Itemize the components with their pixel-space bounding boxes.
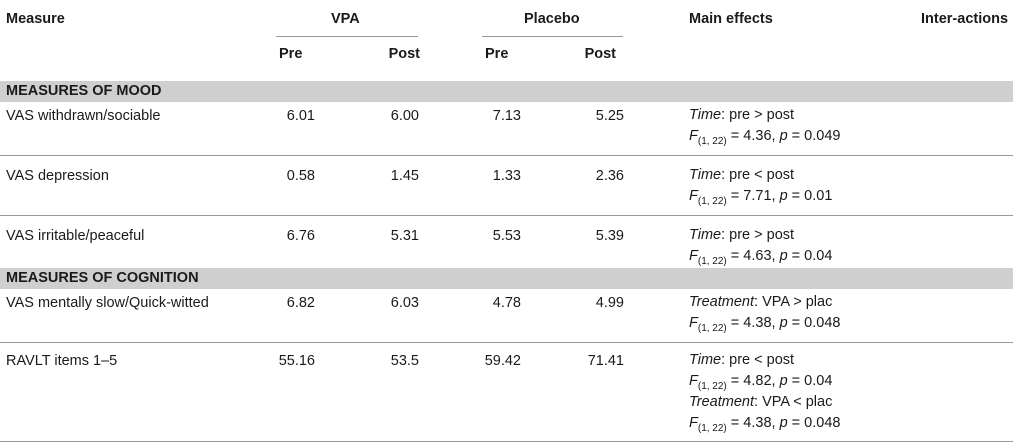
row-measure: RAVLT items 1–5 xyxy=(6,353,118,369)
vpa-pre-value: 6.01 xyxy=(286,108,315,124)
vpa-post-value: 1.45 xyxy=(390,168,419,184)
row-measure: VAS withdrawn/sociable xyxy=(6,108,161,124)
placebo-pre-value: 4.78 xyxy=(492,295,521,311)
row-divider xyxy=(0,215,1013,216)
header-placebo-post: Post xyxy=(584,46,616,62)
vpa-post-value: 53.5 xyxy=(390,353,419,369)
vpa-post-value: 6.03 xyxy=(390,295,419,311)
placebo-pre-value: 7.13 xyxy=(492,108,521,124)
vpa-pre-value: 6.76 xyxy=(286,228,315,244)
row-divider xyxy=(0,342,1013,343)
placebo-pre-value: 1.33 xyxy=(492,168,521,184)
section-title-mood: MEASURES OF MOOD xyxy=(6,83,162,99)
vpa-pre-value: 6.82 xyxy=(286,295,315,311)
placebo-post-value: 71.41 xyxy=(587,353,624,369)
placebo-underline xyxy=(482,36,623,37)
header-vpa-pre: Pre xyxy=(279,46,303,62)
effect-factor-line: Treatment: VPA < plac xyxy=(689,394,833,410)
effect-factor-line: Time: pre > post xyxy=(689,107,795,123)
vpa-pre-value: 0.58 xyxy=(286,168,315,184)
placebo-post-value: 4.99 xyxy=(595,295,624,311)
section-band-cognition xyxy=(0,268,1013,289)
row-divider xyxy=(0,155,1013,156)
vpa-post-value: 6.00 xyxy=(390,108,419,124)
vpa-post-value: 5.31 xyxy=(390,228,419,244)
effect-stat-line: F(1, 22) = 4.38, p = 0.048 xyxy=(689,315,841,334)
effect-factor-line: Time: pre > post xyxy=(689,227,795,243)
placebo-post-value: 5.39 xyxy=(595,228,624,244)
placebo-post-value: 5.25 xyxy=(595,108,624,124)
vpa-underline xyxy=(276,36,418,37)
header-vpa: VPA xyxy=(331,11,360,27)
effect-stat-line: F(1, 22) = 4.36, p = 0.049 xyxy=(689,128,841,147)
placebo-post-value: 2.36 xyxy=(595,168,624,184)
row-measure: VAS mentally slow/Quick-witted xyxy=(6,295,209,311)
header-vpa-post: Post xyxy=(388,46,420,62)
effect-stat-line: F(1, 22) = 4.38, p = 0.048 xyxy=(689,415,841,434)
header-measure: Measure xyxy=(6,11,65,27)
header-interactions: Inter-actions xyxy=(921,11,1009,27)
effect-factor-line: Time: pre < post xyxy=(689,352,795,368)
table-bottom-rule xyxy=(0,441,1013,442)
placebo-pre-value: 59.42 xyxy=(484,353,521,369)
section-band-mood xyxy=(0,81,1013,102)
row-measure: VAS irritable/peaceful xyxy=(6,228,145,244)
effect-stat-line: F(1, 22) = 4.63, p = 0.04 xyxy=(689,248,833,267)
effect-stat-line: F(1, 22) = 4.82, p = 0.04 xyxy=(689,373,833,392)
effect-factor-line: Treatment: VPA > plac xyxy=(689,294,833,310)
header-placebo: Placebo xyxy=(524,11,580,27)
row-measure: VAS depression xyxy=(6,168,109,184)
effect-stat-line: F(1, 22) = 7.71, p = 0.01 xyxy=(689,188,833,207)
vpa-pre-value: 55.16 xyxy=(278,353,315,369)
header-main-effects: Main effects xyxy=(689,11,773,27)
header-placebo-pre: Pre xyxy=(485,46,509,62)
effect-factor-line: Time: pre < post xyxy=(689,167,795,183)
placebo-pre-value: 5.53 xyxy=(492,228,521,244)
section-title-cognition: MEASURES OF COGNITION xyxy=(6,270,199,286)
